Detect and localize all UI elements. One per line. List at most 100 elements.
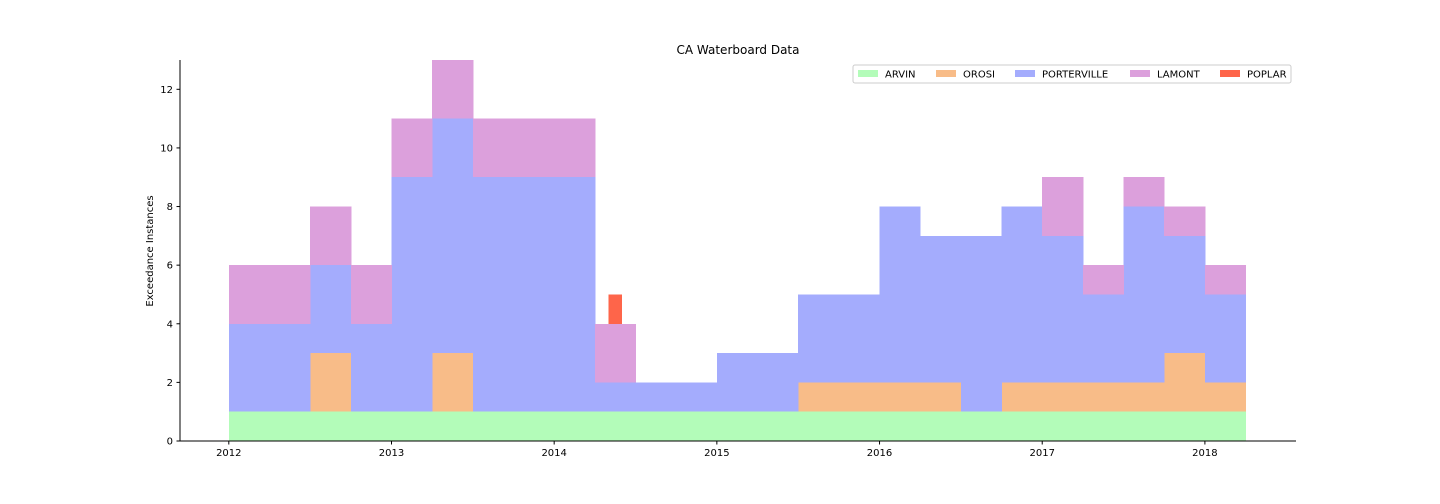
bar-orosi <box>432 353 474 412</box>
bar-porterville <box>310 265 352 354</box>
bar-arvin <box>310 411 352 441</box>
bar-porterville <box>879 206 921 383</box>
bar-porterville <box>1042 235 1084 383</box>
legend-label-arvin: ARVIN <box>885 70 916 81</box>
x-tick-label: 2015 <box>704 448 729 459</box>
bar-porterville <box>1204 294 1247 383</box>
y-tick-label: 4 <box>167 319 173 330</box>
bar-porterville <box>1123 206 1165 383</box>
legend-swatch-orosi <box>936 70 956 77</box>
bar-porterville <box>391 177 433 412</box>
x-tick-label: 2017 <box>1029 448 1054 459</box>
legend-label-orosi: OROSI <box>963 70 995 81</box>
x-tick-label: 2018 <box>1192 448 1217 459</box>
y-tick-label: 2 <box>167 378 173 389</box>
y-axis-label: Exceedance Instances <box>145 195 156 306</box>
bar-porterville <box>432 118 474 354</box>
bar-arvin <box>554 411 596 441</box>
bar-arvin <box>879 411 921 441</box>
bar-orosi <box>920 382 962 412</box>
bar-lamont <box>554 118 596 178</box>
bar-lamont <box>350 265 392 324</box>
bar-arvin <box>757 411 799 441</box>
x-tick-label: 2014 <box>541 448 566 459</box>
bar-arvin <box>472 411 514 441</box>
bar-orosi <box>1164 353 1206 412</box>
bar-porterville <box>757 353 799 412</box>
bar-arvin <box>676 411 718 441</box>
bar-arvin <box>1001 411 1043 441</box>
x-tick-label: 2016 <box>867 448 892 459</box>
bar-porterville <box>798 294 840 383</box>
bar-orosi <box>838 382 881 412</box>
legend-swatch-poplar <box>1220 70 1240 77</box>
bar-porterville <box>1082 294 1125 383</box>
bar-arvin <box>1204 411 1247 441</box>
bar-porterville <box>1001 206 1043 383</box>
legend-box <box>852 64 1292 84</box>
bar-lamont <box>310 206 352 266</box>
bar-lamont <box>228 265 270 324</box>
axes: 0 2 4 6 8 10 12 2012 2013 2014 2015 2016 2017 2018 <box>160 60 1296 459</box>
chart-title: CA Waterboard Data <box>677 43 800 57</box>
bar-lamont <box>1204 265 1247 295</box>
y-tick-label: 0 <box>167 437 173 448</box>
y-tick-label: 8 <box>167 202 173 213</box>
y-tick-label: 12 <box>160 85 173 96</box>
legend-swatch-porterville <box>1015 70 1035 77</box>
x-tick-label: 2013 <box>379 448 404 459</box>
bar-arvin <box>594 411 637 441</box>
bar-porterville <box>594 382 637 412</box>
bar-arvin <box>1042 411 1084 441</box>
bar-porterville <box>350 323 392 412</box>
bar-arvin <box>228 411 270 441</box>
bar-porterville <box>554 177 596 412</box>
bar-lamont <box>472 118 514 178</box>
bar-poplar <box>608 294 622 324</box>
bar-lamont <box>1164 206 1206 236</box>
legend-swatch-lamont <box>1130 70 1150 77</box>
bar-orosi <box>879 382 921 412</box>
bar-orosi <box>1204 382 1247 412</box>
bar-arvin <box>513 411 555 441</box>
bar-lamont <box>1123 177 1165 207</box>
bar-porterville <box>960 235 1003 412</box>
bar-arvin <box>1082 411 1125 441</box>
bar-arvin <box>269 411 311 441</box>
y-tick-label: 10 <box>160 143 173 154</box>
bar-porterville <box>513 177 555 412</box>
bar-porterville <box>635 382 677 412</box>
bar-lamont <box>1082 265 1125 295</box>
bars-layer <box>228 60 1247 441</box>
bar-orosi <box>798 382 840 412</box>
bar-arvin <box>838 411 881 441</box>
bar-porterville <box>920 235 962 383</box>
bar-arvin <box>350 411 392 441</box>
bar-arvin <box>1164 411 1206 441</box>
bar-orosi <box>1042 382 1084 412</box>
legend-label-lamont: LAMONT <box>1157 70 1201 81</box>
bar-lamont <box>269 265 311 324</box>
bar-porterville <box>228 323 270 412</box>
bar-arvin <box>716 411 759 441</box>
bar-arvin <box>432 411 474 441</box>
y-tick-label: 6 <box>167 261 173 272</box>
legend: ARVIN OROSI PORTERVILLE LAMONT POPLAR <box>852 64 1292 84</box>
bar-orosi <box>1123 382 1165 412</box>
legend-label-poplar: POPLAR <box>1247 70 1287 81</box>
x-tick-label: 2012 <box>216 448 241 459</box>
bar-porterville <box>1164 235 1206 354</box>
bar-porterville <box>676 382 718 412</box>
bar-arvin <box>635 411 677 441</box>
bar-porterville <box>716 353 759 412</box>
bar-orosi <box>310 353 352 412</box>
bar-lamont <box>432 60 474 119</box>
bar-arvin <box>1123 411 1165 441</box>
bar-porterville <box>472 177 514 412</box>
legend-label-porterville: PORTERVILLE <box>1042 70 1108 81</box>
bar-arvin <box>798 411 840 441</box>
bar-arvin <box>391 411 433 441</box>
bar-orosi <box>1001 382 1043 412</box>
bar-arvin <box>920 411 962 441</box>
